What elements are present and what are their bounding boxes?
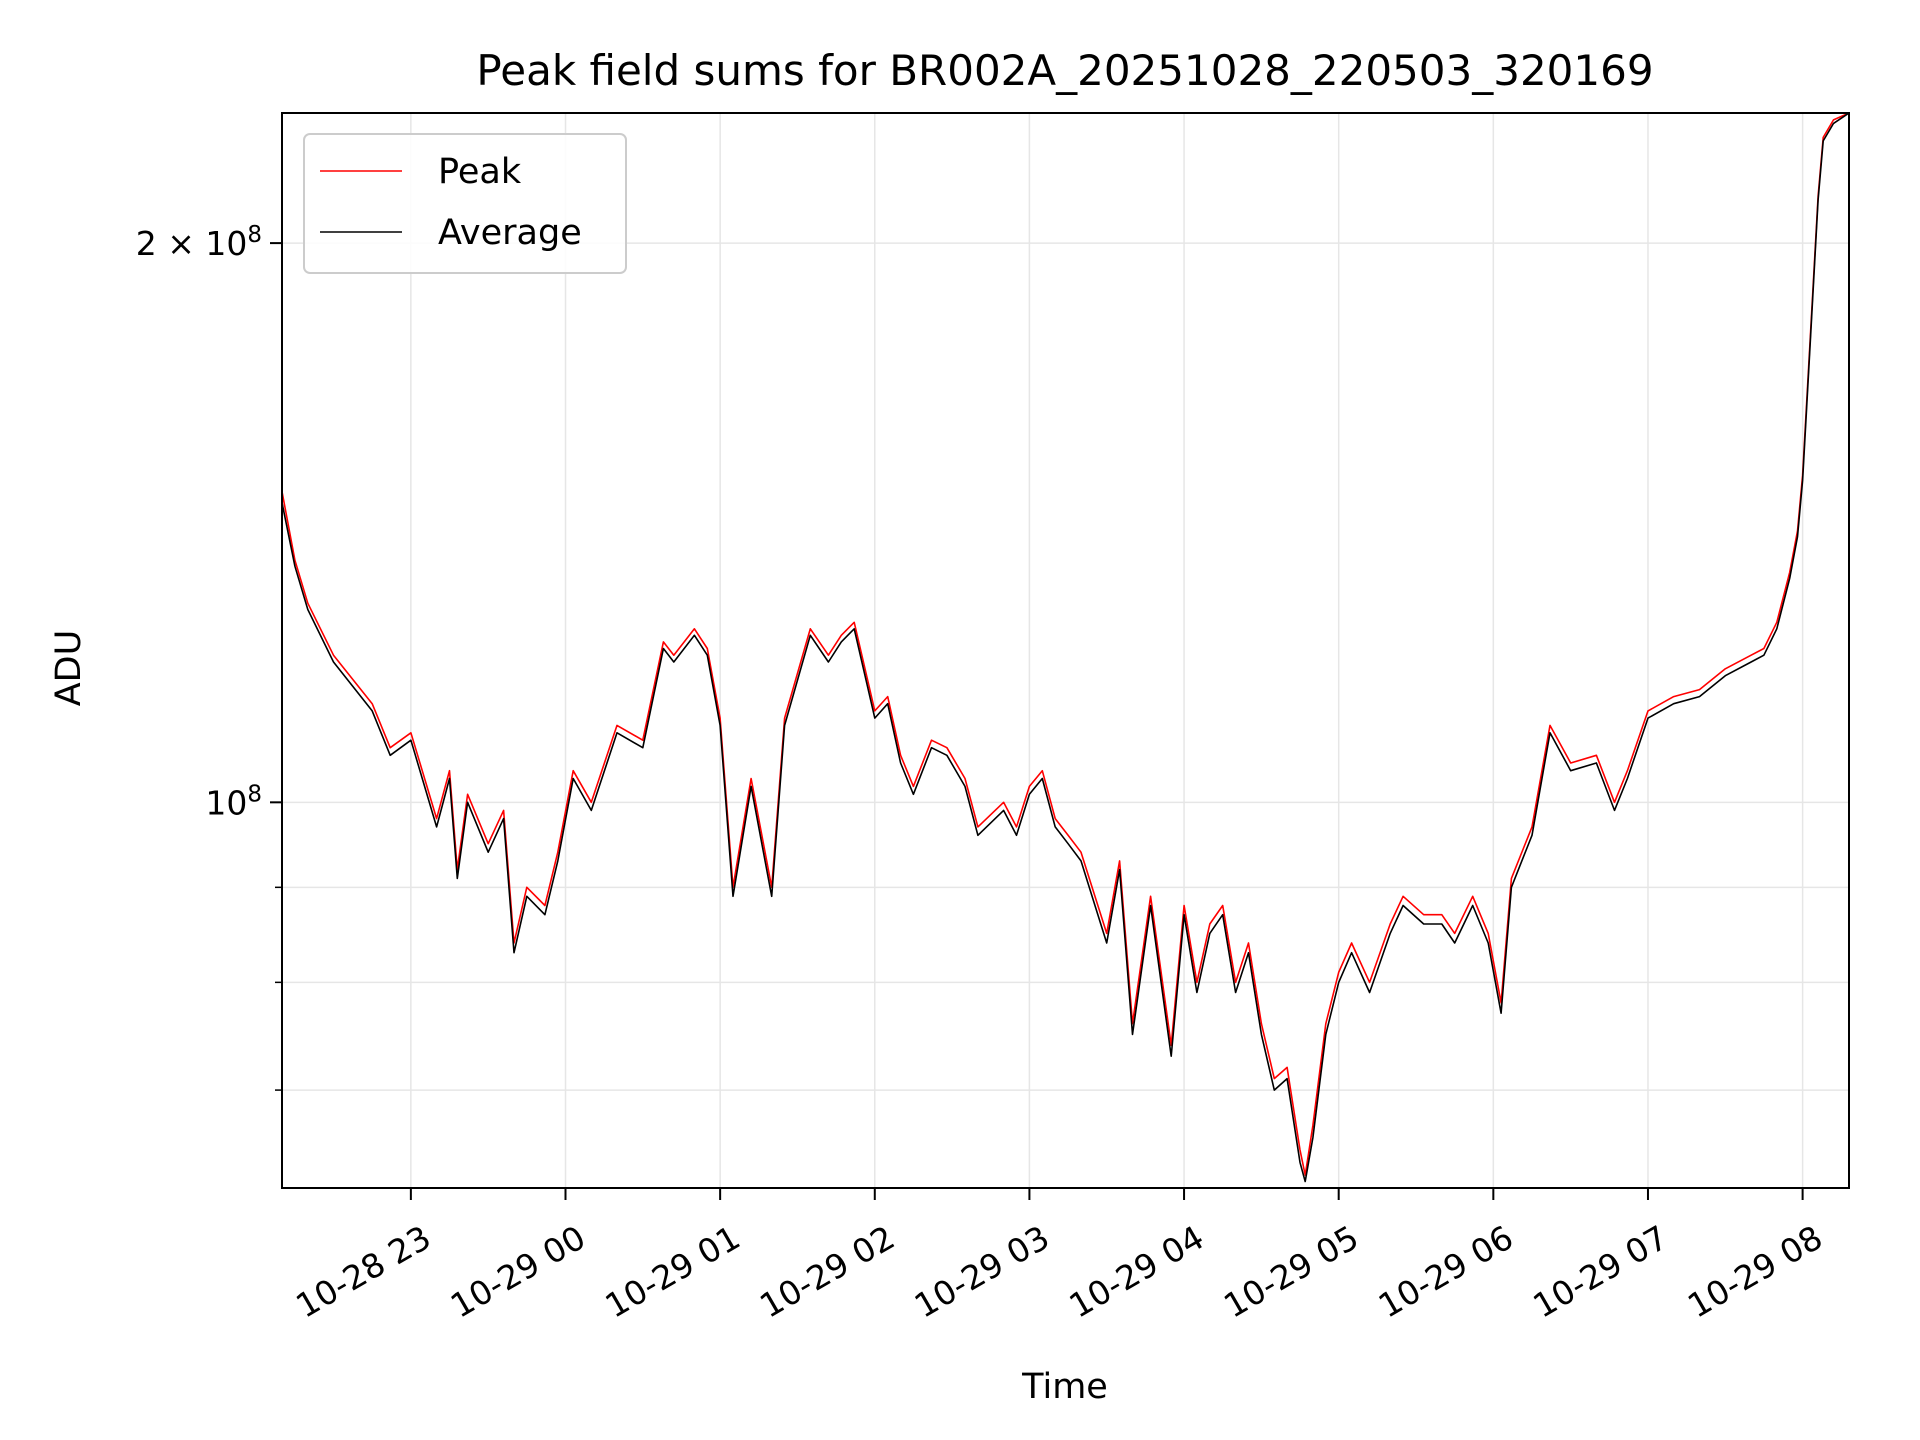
series-line-average: [282, 113, 1849, 1183]
chart-title: Peak field sums for BR002A_20251028_2205…: [476, 46, 1653, 95]
y-tick-label: 108: [205, 781, 262, 822]
legend-label-average: Average: [438, 213, 582, 253]
grid: [282, 113, 1849, 1188]
y-axis-label: ADU: [49, 630, 89, 707]
plot-frame: [281, 112, 1850, 1189]
legend-box: [303, 133, 627, 274]
legend-label-peak: Peak: [438, 152, 522, 192]
y-tick-label: 2 × 108: [136, 222, 262, 263]
series-line-peak: [282, 113, 1849, 1176]
x-axis-label: Time: [1021, 1367, 1108, 1407]
legend: Peak Average: [303, 133, 627, 274]
y-axis: 108 2 × 108: [136, 222, 282, 1091]
